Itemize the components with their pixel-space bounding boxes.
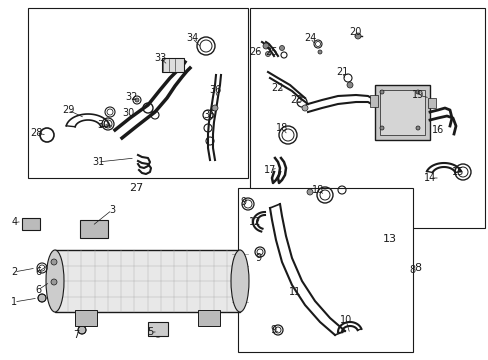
- Bar: [374, 85, 429, 140]
- Text: 8: 8: [408, 265, 414, 275]
- Text: 14: 14: [423, 173, 435, 183]
- Circle shape: [306, 189, 312, 195]
- Ellipse shape: [230, 250, 248, 312]
- Circle shape: [379, 126, 383, 130]
- Text: 9: 9: [240, 197, 245, 207]
- Text: 2: 2: [11, 267, 17, 277]
- Text: 10: 10: [339, 315, 351, 325]
- Circle shape: [135, 98, 139, 102]
- Text: 22: 22: [271, 83, 284, 93]
- Text: 9: 9: [269, 325, 276, 335]
- Circle shape: [212, 105, 218, 111]
- Bar: [427, 98, 435, 108]
- Text: 18: 18: [311, 185, 324, 195]
- Text: 7: 7: [73, 330, 79, 340]
- Bar: [55, 250, 240, 312]
- Text: 9: 9: [254, 253, 261, 263]
- Text: 15: 15: [451, 167, 463, 177]
- Text: 23: 23: [289, 95, 302, 105]
- Text: 5: 5: [146, 327, 153, 337]
- Text: 19: 19: [411, 90, 423, 100]
- Text: 6: 6: [35, 267, 41, 277]
- Circle shape: [279, 45, 284, 50]
- Circle shape: [51, 279, 57, 285]
- Text: 28: 28: [30, 128, 42, 138]
- Text: 20: 20: [348, 27, 361, 37]
- Text: 21: 21: [335, 67, 347, 77]
- Bar: [369, 95, 377, 107]
- Circle shape: [265, 51, 270, 57]
- Text: 34: 34: [185, 33, 198, 43]
- Circle shape: [354, 33, 360, 39]
- Bar: [249, 8, 484, 228]
- Text: 35: 35: [203, 110, 216, 120]
- Bar: [379, 90, 424, 135]
- Bar: [198, 310, 220, 326]
- Text: 32: 32: [125, 92, 138, 102]
- Circle shape: [379, 90, 383, 94]
- Text: 12: 12: [248, 217, 261, 227]
- Text: 36: 36: [208, 85, 221, 95]
- Text: 4: 4: [12, 217, 18, 227]
- Text: 31: 31: [92, 157, 104, 167]
- Text: 3: 3: [109, 205, 115, 215]
- Text: 8: 8: [413, 263, 420, 273]
- Text: 1: 1: [11, 297, 17, 307]
- Circle shape: [263, 43, 268, 49]
- Text: 30: 30: [122, 108, 134, 118]
- Bar: [28, 8, 247, 178]
- Circle shape: [51, 259, 57, 265]
- Circle shape: [38, 294, 46, 302]
- Bar: [80, 220, 108, 238]
- Text: 25: 25: [265, 47, 278, 57]
- Bar: [75, 310, 97, 326]
- Circle shape: [302, 105, 307, 111]
- Bar: [162, 58, 183, 72]
- Text: 18: 18: [275, 123, 287, 133]
- Text: 30: 30: [97, 120, 109, 130]
- Text: 17: 17: [263, 165, 276, 175]
- Text: 33: 33: [154, 53, 166, 63]
- Text: 16: 16: [431, 125, 443, 135]
- Circle shape: [415, 126, 419, 130]
- Text: 29: 29: [61, 105, 74, 115]
- Bar: [22, 218, 40, 230]
- Circle shape: [23, 221, 29, 227]
- Text: 6: 6: [35, 285, 41, 295]
- Text: 13: 13: [382, 234, 396, 244]
- Bar: [238, 188, 412, 352]
- Text: 24: 24: [303, 33, 316, 43]
- Bar: [148, 322, 168, 336]
- Circle shape: [415, 90, 419, 94]
- Text: 11: 11: [288, 287, 301, 297]
- Text: 27: 27: [129, 183, 143, 193]
- Circle shape: [78, 326, 86, 334]
- Ellipse shape: [46, 250, 64, 312]
- Text: 26: 26: [248, 47, 261, 57]
- Circle shape: [346, 82, 352, 88]
- Circle shape: [317, 50, 321, 54]
